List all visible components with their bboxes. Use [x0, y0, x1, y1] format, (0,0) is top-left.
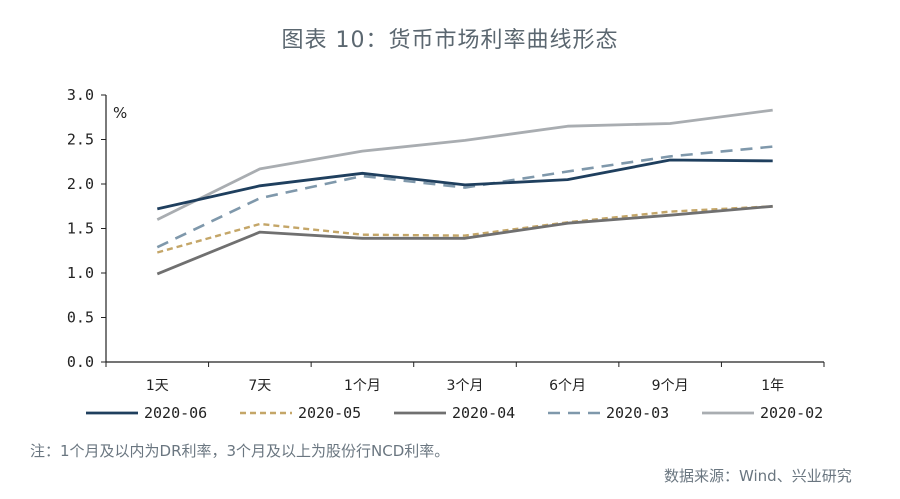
- legend-label-2020-05: 2020-05: [298, 404, 361, 422]
- y-tick-label: 2.0: [67, 175, 94, 193]
- chart-title: 图表 10：货币市场利率曲线形态: [281, 28, 619, 53]
- x-tick-label: 3个月: [447, 378, 484, 394]
- chart-note: 注：1个月及以内为DR利率，3个月及以上为股份行NCD利率。: [30, 442, 450, 460]
- series-line-2020-04: [156, 204, 773, 276]
- y-tick-label: 1.5: [67, 220, 94, 238]
- y-tick-label: 0.5: [67, 309, 94, 327]
- y-tick-label: 1.0: [67, 264, 94, 282]
- series-line-2020-06: [156, 158, 773, 211]
- series-layer: [156, 108, 773, 276]
- data-source: 数据来源：Wind、兴业研究: [664, 467, 852, 485]
- y-tick-label: 2.5: [67, 131, 94, 149]
- y-tick-label: 0.0: [67, 353, 94, 371]
- y-unit-label: %: [113, 104, 127, 122]
- x-tick-label: 1个月: [344, 378, 381, 394]
- x-tick-label: 1天: [146, 378, 169, 394]
- chart-legend: 2020-06 2020-05 2020-04 2020-03 2020-02: [86, 404, 823, 422]
- x-tick-label: 9个月: [652, 378, 689, 394]
- legend-label-2020-06: 2020-06: [144, 404, 207, 422]
- legend-label-2020-04: 2020-04: [452, 404, 515, 422]
- x-tick-label: 1年: [761, 378, 784, 394]
- series-line-2020-02: [156, 108, 773, 221]
- y-tick-label: 3.0: [67, 86, 94, 104]
- legend-label-2020-02: 2020-02: [760, 404, 823, 422]
- x-tick-label: 6个月: [549, 378, 586, 394]
- series-line-2020-03: [156, 145, 773, 249]
- x-tick-label: 7天: [248, 378, 271, 394]
- legend-label-2020-03: 2020-03: [606, 404, 669, 422]
- series-line-2020-05: [156, 205, 773, 254]
- chart-axes: 3.0 2.5 2.0 1.5 1.0 0.5 0.0% 1天 7天 1个月 3个月 6个月 9个月 1年: [67, 86, 825, 394]
